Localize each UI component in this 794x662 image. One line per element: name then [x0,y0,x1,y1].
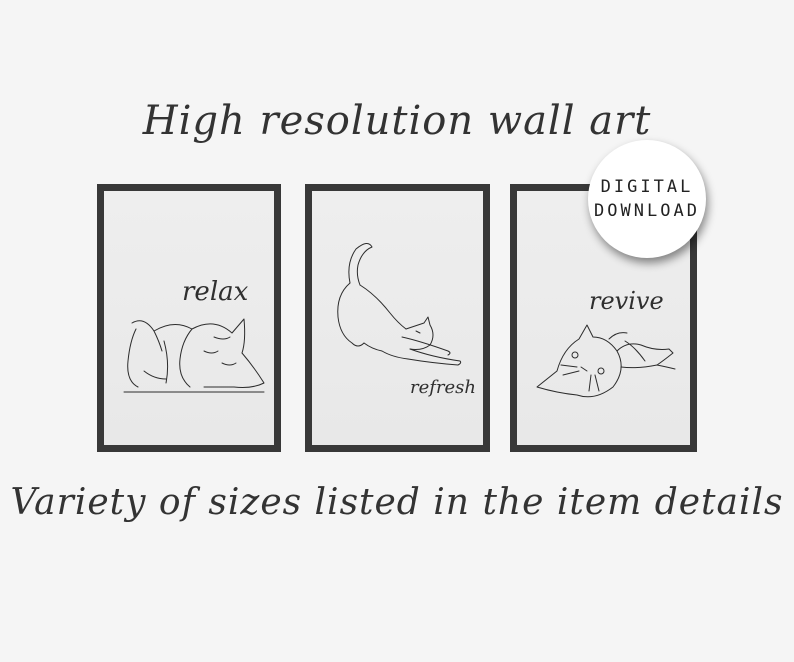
stretching-cat-drawing [337,243,462,366]
badge-line-2: DOWNLOAD [594,201,700,221]
print-paper [104,191,274,445]
digital-download-badge: DIGITAL DOWNLOAD [588,140,706,258]
print-word-relax: relax [182,277,249,307]
print-word-refresh: refresh [410,377,477,398]
print-paper [312,191,483,445]
print-word-revive: revive [589,287,664,315]
print-frame-refresh: refresh [305,184,490,452]
rolling-cat-drawing [536,324,676,398]
print-frame-relax: relax [97,184,281,452]
badge-line-1: DIGITAL [600,177,694,197]
headline-top: High resolution wall art [142,98,652,144]
sleeping-cat-drawing [123,318,265,393]
headline-bottom: Variety of sizes listed in the item deta… [10,482,784,523]
